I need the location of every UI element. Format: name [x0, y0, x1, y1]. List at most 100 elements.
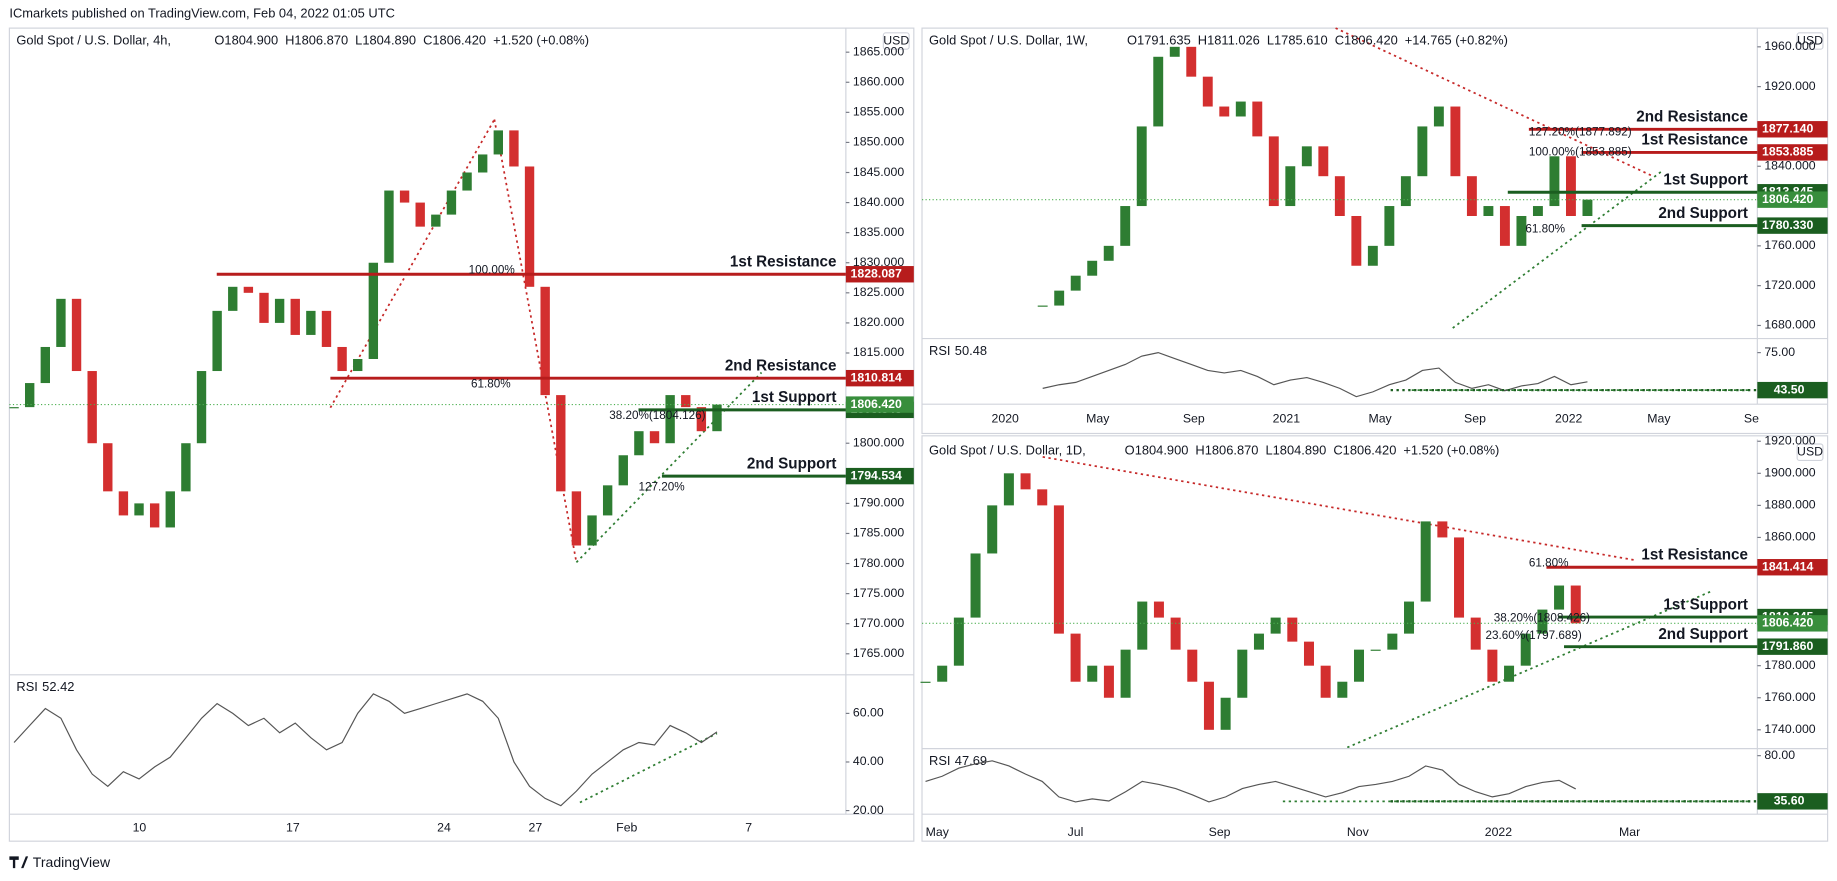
- ohlc-low: L1785.610: [1267, 32, 1328, 47]
- candle: [1400, 176, 1411, 207]
- tradingview-logo: TradingView: [9, 854, 111, 870]
- candle: [1186, 46, 1197, 77]
- candle: [134, 503, 144, 516]
- fib-label: 127.20%: [639, 480, 685, 493]
- ohlc-low: L1804.890: [355, 32, 416, 47]
- candle: [1203, 681, 1214, 730]
- candle: [920, 681, 931, 683]
- y-tick-label: 1775.000: [853, 586, 904, 600]
- ohlc-open: O1804.900: [1125, 442, 1189, 457]
- candle: [1454, 537, 1465, 618]
- ohlc-open: O1791.635: [1127, 32, 1191, 47]
- candle: [71, 298, 82, 372]
- candle: [1054, 290, 1065, 306]
- panel-frame: [8, 27, 915, 842]
- level-badge: [1757, 559, 1828, 576]
- currency-badge: [1796, 32, 1824, 50]
- candle: [1565, 156, 1576, 216]
- level-value: 1791.860: [1762, 639, 1813, 653]
- y-tick-label: 1825.000: [853, 285, 904, 299]
- candle: [431, 214, 441, 227]
- candle: [1370, 649, 1381, 651]
- candle: [196, 371, 207, 444]
- candle: [1537, 609, 1548, 634]
- brand: TradingView: [33, 854, 111, 870]
- candle: [1120, 206, 1131, 246]
- fib-label: 38.20%(1808.426): [1494, 612, 1590, 625]
- candle: [1219, 106, 1230, 117]
- candle: [1404, 601, 1415, 634]
- current-price-badge: [1757, 615, 1828, 632]
- candle: [571, 491, 582, 546]
- y-tick-label: 1920.000: [1764, 79, 1815, 93]
- candle: [1554, 585, 1565, 610]
- rsi-level-value: 35.60: [1774, 794, 1805, 808]
- x-tick-label: Nov: [1347, 825, 1370, 839]
- y-tick-label: 1840.000: [1764, 158, 1815, 172]
- rsi-tick-label: 20.00: [853, 803, 884, 817]
- candle: [696, 407, 707, 432]
- level-name: 2nd Support: [747, 455, 837, 472]
- rsi-tick-label: 75.00: [1764, 345, 1795, 359]
- candle: [462, 172, 472, 191]
- candle: [1202, 76, 1213, 107]
- publisher: ICmarkets published on TradingView.com, …: [9, 5, 395, 20]
- y-tick-label: 1860.000: [1764, 530, 1815, 544]
- current-price-badge: [1757, 191, 1828, 208]
- chart-title: Gold Spot / U.S. Dollar, 1D,: [929, 442, 1086, 457]
- candle: [306, 310, 316, 335]
- fib-label: 100.00%(1853.885): [1529, 145, 1632, 158]
- level-name: 1st Support: [752, 389, 837, 406]
- y-tick-label: 1830.000: [853, 255, 904, 269]
- current-price-value: 1806.420: [1762, 192, 1813, 206]
- candle: [1103, 665, 1114, 698]
- candle: [524, 166, 535, 287]
- x-tick-label: Se: [1744, 412, 1759, 426]
- rsi-label: RSI: [929, 343, 950, 358]
- candle: [56, 298, 66, 347]
- x-tick-label: 2020: [992, 412, 1020, 426]
- rsi-line: [1042, 352, 1588, 398]
- candle: [1252, 101, 1263, 137]
- candle: [953, 617, 964, 666]
- level-value: 1810.814: [851, 370, 902, 384]
- candle: [353, 358, 363, 372]
- rsi-label: RSI: [929, 753, 950, 768]
- candle: [556, 395, 566, 492]
- candle: [1504, 665, 1515, 682]
- candle: [1087, 665, 1098, 682]
- level-badge: [1757, 144, 1828, 161]
- candle: [1020, 473, 1031, 490]
- candle: [1003, 473, 1014, 506]
- level-name: 1st Resistance: [1641, 547, 1748, 564]
- level-value: 1828.087: [851, 267, 902, 281]
- candle: [1301, 146, 1312, 167]
- candle: [1549, 156, 1560, 207]
- candle: [665, 395, 675, 444]
- level-value: 1877.140: [1762, 122, 1813, 136]
- x-tick-label: 10: [133, 821, 147, 835]
- y-tick-label: 1780.000: [853, 556, 904, 570]
- currency: USD: [1797, 444, 1823, 458]
- rsi-tick-label: 80.00: [1764, 748, 1795, 762]
- candle: [181, 443, 191, 492]
- y-tick-label: 1855.000: [853, 105, 904, 119]
- level-name: 2nd Resistance: [725, 357, 837, 374]
- x-tick-label: Feb: [616, 821, 637, 835]
- candle: [1483, 206, 1494, 216]
- current-price-value: 1806.420: [851, 397, 902, 411]
- candle: [493, 130, 503, 155]
- ohlc-close: C1806.420: [1335, 32, 1398, 47]
- candle: [1470, 617, 1481, 650]
- candle: [1353, 649, 1365, 682]
- candle: [1384, 206, 1395, 246]
- y-tick-label: 1880.000: [1764, 498, 1815, 512]
- level-badge: [1757, 638, 1828, 655]
- candle: [634, 431, 644, 456]
- x-tick-label: Sep: [1464, 412, 1486, 426]
- candle: [1037, 489, 1048, 506]
- ohlc-change: +1.520 (+0.08%): [493, 32, 589, 47]
- y-tick-label: 1780.000: [1764, 658, 1815, 672]
- rsi-label: RSI: [16, 679, 37, 694]
- level-badge: [1757, 121, 1828, 138]
